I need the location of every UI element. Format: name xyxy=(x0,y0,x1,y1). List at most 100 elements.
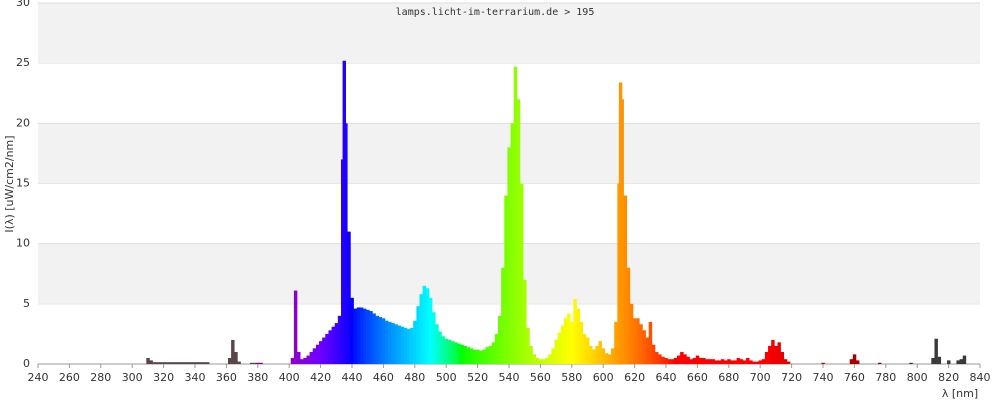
spectrum-bar xyxy=(168,362,172,364)
spectrum-bar xyxy=(720,359,725,364)
x-tick-label: 560 xyxy=(530,371,551,384)
spectrum-bar xyxy=(177,362,182,364)
spectrum-bar xyxy=(877,362,882,364)
spectrum-bar xyxy=(724,360,728,364)
spectrum-bar xyxy=(538,359,543,364)
spectrum-bar xyxy=(328,330,332,364)
spectrum-bar xyxy=(406,329,411,364)
x-tick-label: 680 xyxy=(718,371,739,384)
spectrum-bar xyxy=(526,327,530,364)
spectrum-bar xyxy=(934,338,938,364)
spectrum-bar xyxy=(711,359,715,364)
spectrum-bar xyxy=(485,347,489,364)
spectrum-bar xyxy=(714,360,719,364)
spectrum-bar xyxy=(256,362,260,364)
spectrum-bar xyxy=(479,350,483,364)
spectrum-bar xyxy=(384,320,389,364)
spectrum-bar xyxy=(162,362,166,364)
spectrum-bar xyxy=(667,359,672,364)
spectrum-bar xyxy=(670,359,675,364)
spectrum-bar xyxy=(469,348,474,364)
spectrum-bar xyxy=(598,341,602,364)
x-tick-label: 480 xyxy=(404,371,425,384)
spectrum-bar xyxy=(777,342,781,364)
x-tick-label: 440 xyxy=(342,371,363,384)
spectrum-bar xyxy=(472,349,477,364)
y-tick-label: 5 xyxy=(23,297,30,310)
spectrum-bar xyxy=(494,333,499,364)
spectrum-bar xyxy=(466,347,471,364)
spectrum-bar xyxy=(695,355,700,364)
spectrum-bar xyxy=(388,321,392,364)
spectrum-bar xyxy=(438,331,442,364)
spectrum-bar xyxy=(755,361,759,364)
spectrum-bar xyxy=(658,354,662,364)
spectrum-bar xyxy=(350,297,354,364)
y-tick-label: 25 xyxy=(16,56,30,69)
spectrum-bar xyxy=(205,362,210,364)
spectrum-bar xyxy=(463,345,467,364)
spectrum-bar xyxy=(391,323,395,364)
spectrum-bar xyxy=(441,336,445,364)
spectrum-bar xyxy=(736,357,741,364)
spectrum-bar xyxy=(444,338,449,364)
spectrum-bar xyxy=(749,360,753,364)
x-tick-label: 800 xyxy=(907,371,928,384)
spectrum-bar xyxy=(425,288,430,364)
spectrum-bar xyxy=(450,341,455,364)
spectrum-bar xyxy=(959,359,964,364)
spectrum-bar xyxy=(689,359,693,364)
spectrum-bar xyxy=(855,360,860,364)
spectrum-bar xyxy=(589,345,593,364)
spectrum-bar xyxy=(739,359,744,364)
spectrum-bar xyxy=(909,362,913,364)
spectrum-bar xyxy=(231,339,235,364)
spectrum-bar xyxy=(488,345,493,364)
spectrum-bar xyxy=(359,307,364,364)
x-tick-label: 580 xyxy=(561,371,582,384)
x-tick-label: 600 xyxy=(593,371,614,384)
spectrum-bar xyxy=(516,99,521,365)
spectrum-bar xyxy=(604,353,609,364)
spectrum-bar xyxy=(761,359,766,364)
spectrum-bar xyxy=(771,339,775,364)
spectrum-bar xyxy=(554,339,558,364)
spectrum-bar xyxy=(708,359,712,364)
spectrum-bar xyxy=(356,307,361,364)
spectrum-bar xyxy=(507,147,511,364)
spectrum-bar xyxy=(309,351,314,364)
x-tick-label: 540 xyxy=(499,371,520,384)
x-tick-label: 520 xyxy=(467,371,488,384)
spectrum-bar xyxy=(432,312,436,364)
spectrum-bar xyxy=(611,348,615,364)
spectrum-bar xyxy=(413,320,417,364)
spectrum-bar xyxy=(642,330,646,364)
x-tick-label: 840 xyxy=(970,371,991,384)
spectrum-bar xyxy=(780,351,785,364)
x-tick-label: 360 xyxy=(216,371,237,384)
spectrum-bar xyxy=(325,333,329,364)
spectrum-bar xyxy=(592,349,596,364)
y-tick-label: 15 xyxy=(16,177,30,190)
spectrum-bar xyxy=(300,359,304,364)
spectrum-bar xyxy=(541,359,546,364)
spectrum-bar xyxy=(293,290,298,364)
spectrum-bar xyxy=(174,362,179,364)
spectrum-bar xyxy=(400,326,405,364)
spectrum-bar xyxy=(532,354,536,364)
spectrum-bar xyxy=(513,66,518,364)
spectrum-bar xyxy=(227,357,232,364)
spectrum-bar xyxy=(460,344,464,364)
x-tick-label: 300 xyxy=(122,371,143,384)
spectrum-bar xyxy=(347,231,351,364)
x-tick-label: 380 xyxy=(247,371,268,384)
spectrum-bar xyxy=(381,318,386,364)
spectrum-bar xyxy=(639,324,643,364)
spectrum-bar xyxy=(626,267,631,364)
x-tick-label: 260 xyxy=(59,371,80,384)
y-axis-label: I(λ) [uW/cm2/nm] xyxy=(3,135,16,232)
spectrum-bar xyxy=(403,327,408,364)
spectrum-bar xyxy=(614,321,618,364)
spectrum-bar xyxy=(259,362,263,364)
